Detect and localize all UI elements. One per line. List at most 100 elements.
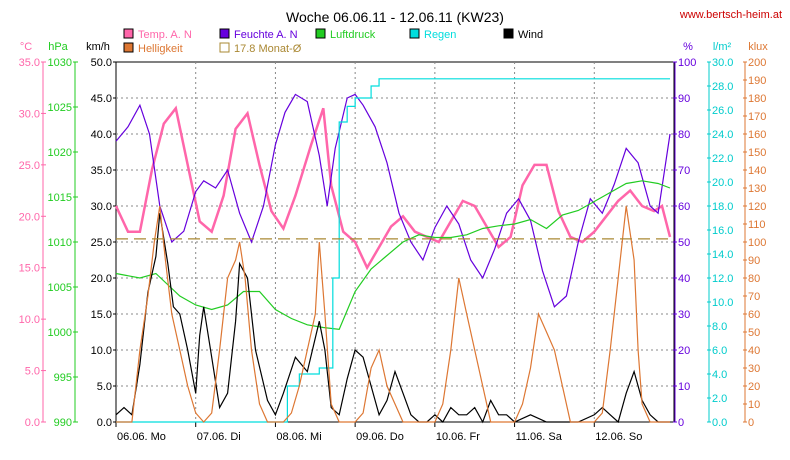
tick-label-rain: 22.0 [712, 153, 733, 165]
legend-label: Luftdruck [330, 29, 376, 41]
tick-label-rain: 18.0 [712, 201, 733, 213]
tick-label-pressure: 1000 [48, 327, 72, 339]
tick-label-pressure: 1005 [48, 282, 72, 294]
tick-label-pressure: 990 [54, 417, 72, 429]
tick-label-brightness: 0 [748, 417, 754, 429]
tick-label-brightness: 60 [748, 309, 760, 321]
tick-label-pressure: 1025 [48, 102, 72, 114]
legend-label: Regen [424, 29, 456, 41]
tick-label-humidity: 40 [678, 273, 690, 285]
tick-label-humidity: 70 [678, 165, 690, 177]
x-tick-label: 10.06. Fr [436, 431, 480, 443]
tick-label-temp: 20.0 [19, 211, 40, 223]
tick-label-rain: 20.0 [712, 177, 733, 189]
axis-unit-rain: l/m² [713, 41, 732, 53]
x-tick-label: 11.06. Sa [516, 431, 563, 443]
legend-swatch [315, 28, 326, 39]
tick-label-brightness: 160 [748, 129, 766, 141]
series-line-feuchte-a-n [115, 93, 671, 308]
legend-label: Feuchte A. N [234, 29, 298, 41]
tick-label-brightness: 100 [748, 237, 766, 249]
legend: Temp. A. N Feuchte A. N Luftdruck Regen Wind… [123, 28, 543, 55]
chart-title: Woche 06.06.11 - 12.06.11 (KW23) [286, 9, 504, 25]
tick-label-wind: 35.0 [91, 165, 112, 177]
tick-label-brightness: 20 [748, 381, 760, 393]
legend-label: Helligkeit [138, 43, 183, 55]
series-line-wind [115, 213, 670, 424]
tick-label-pressure: 1030 [48, 57, 72, 69]
tick-label-humidity: 90 [678, 93, 690, 105]
axis-unit-brightness: klux [748, 41, 768, 53]
tick-label-brightness: 80 [748, 273, 760, 285]
tick-label-rain: 0.0 [712, 417, 727, 429]
tick-label-temp: 25.0 [19, 160, 40, 172]
tick-label-wind: 40.0 [91, 129, 112, 141]
tick-label-brightness: 90 [748, 255, 760, 267]
legend-swatch [219, 42, 230, 53]
tick-label-humidity: 60 [678, 201, 690, 213]
tick-label-brightness: 120 [748, 201, 766, 213]
x-tick-label: 08.06. Mi [276, 431, 321, 443]
tick-label-brightness: 30 [748, 363, 760, 375]
tick-label-wind: 20.0 [91, 273, 112, 285]
tick-label-brightness: 110 [748, 219, 766, 231]
tick-label-brightness: 190 [748, 75, 766, 87]
tick-label-brightness: 50 [748, 327, 760, 339]
tick-label-wind: 30.0 [91, 201, 112, 213]
tick-label-wind: 15.0 [91, 309, 112, 321]
tick-label-wind: 45.0 [91, 93, 112, 105]
tick-label-humidity: 20 [678, 345, 690, 357]
legend-label: Temp. A. N [138, 29, 192, 41]
tick-label-brightness: 130 [748, 183, 766, 195]
tick-label-temp: 30.0 [19, 108, 40, 120]
x-tick-label: 12.06. So [595, 431, 642, 443]
tick-label-temp: 0.0 [25, 417, 40, 429]
tick-label-brightness: 70 [748, 291, 760, 303]
axis-unit-pressure: hPa [48, 41, 68, 53]
tick-label-humidity: 80 [678, 129, 690, 141]
legend-swatch [123, 42, 134, 53]
tick-label-rain: 10.0 [712, 297, 733, 309]
tick-label-pressure: 995 [54, 372, 72, 384]
tick-label-brightness: 150 [748, 147, 766, 159]
series-line-luftdruck [115, 180, 671, 330]
tick-label-temp: 10.0 [19, 314, 40, 326]
tick-label-rain: 4.0 [712, 369, 727, 381]
legend-swatch [123, 28, 134, 39]
x-tick-label: 06.06. Mo [117, 431, 166, 443]
tick-label-rain: 16.0 [712, 225, 733, 237]
tick-label-rain: 30.0 [712, 57, 733, 69]
source-url: www.bertsch-heim.at [679, 9, 782, 21]
tick-label-wind: 50.0 [91, 57, 112, 69]
tick-label-humidity: 0 [678, 417, 684, 429]
legend-swatch [409, 28, 420, 39]
tick-label-brightness: 140 [748, 165, 766, 177]
tick-label-humidity: 10 [678, 381, 690, 393]
tick-label-humidity: 100 [678, 57, 696, 69]
legend-swatch [503, 28, 514, 39]
tick-label-pressure: 1010 [48, 237, 72, 249]
axis-unit-wind: km/h [86, 41, 110, 53]
axis-unit-temp: °C [20, 41, 32, 53]
tick-label-humidity: 30 [678, 309, 690, 321]
series-line-helligkeit [116, 205, 670, 423]
tick-label-rain: 12.0 [712, 273, 733, 285]
tick-label-pressure: 1020 [48, 147, 72, 159]
tick-label-humidity: 50 [678, 237, 690, 249]
tick-label-temp: 5.0 [25, 366, 40, 378]
tick-label-rain: 26.0 [712, 105, 733, 117]
axis-unit-humidity: % [683, 41, 693, 53]
x-tick-label: 07.06. Di [197, 431, 241, 443]
series-line-temp-a-n [114, 105, 672, 271]
tick-label-wind: 10.0 [91, 345, 112, 357]
legend-label: Wind [518, 29, 543, 41]
tick-label-brightness: 170 [748, 111, 766, 123]
tick-label-rain: 8.0 [712, 321, 727, 333]
tick-label-rain: 28.0 [712, 81, 733, 93]
tick-label-brightness: 200 [748, 57, 766, 69]
legend-swatch [219, 28, 230, 39]
tick-label-wind: 0.0 [97, 417, 112, 429]
tick-label-rain: 24.0 [712, 129, 733, 141]
